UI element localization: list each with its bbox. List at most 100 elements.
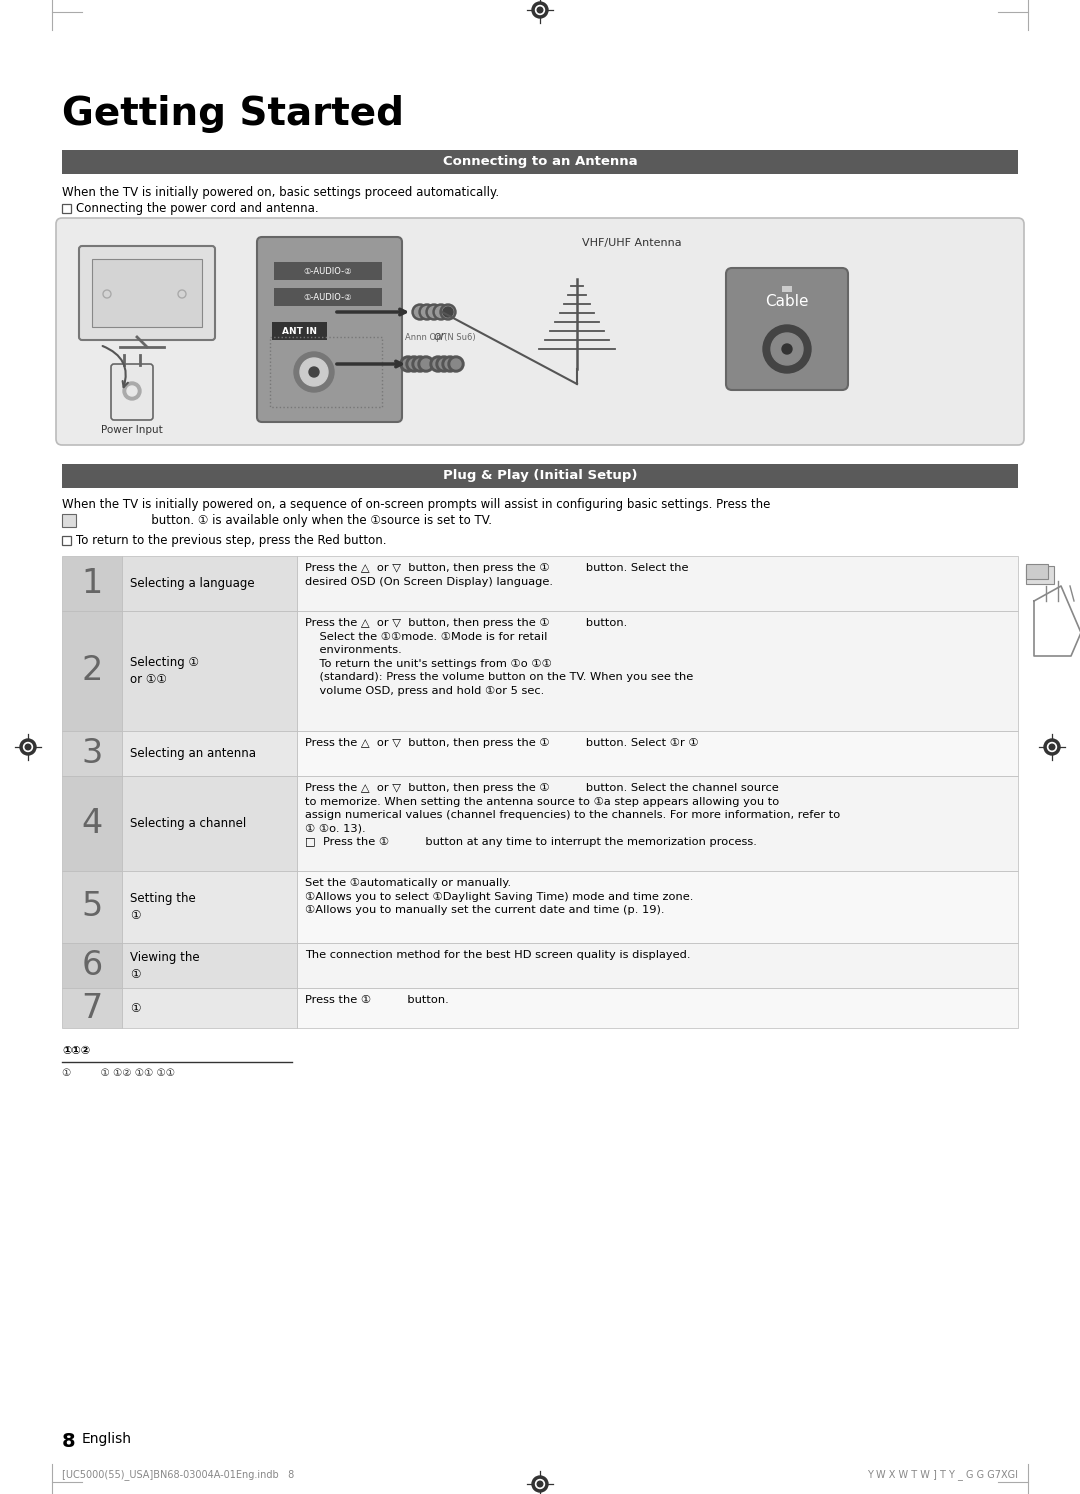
- Bar: [1026, 565, 1048, 580]
- Bar: [297, 943, 1018, 988]
- Text: Press the ①          button.: Press the ① button.: [305, 995, 449, 1005]
- Text: Annn Op (N Su6): Annn Op (N Su6): [405, 333, 475, 342]
- Circle shape: [1049, 744, 1055, 750]
- Text: ①         ① ①② ①① ①①: ① ① ①② ①① ①①: [62, 1068, 175, 1079]
- Text: ①: ①: [130, 1001, 140, 1014]
- Circle shape: [430, 356, 446, 372]
- Text: 4: 4: [81, 807, 103, 840]
- Circle shape: [409, 359, 419, 369]
- Text: Selecting a channel: Selecting a channel: [130, 817, 246, 831]
- Circle shape: [411, 356, 428, 372]
- Text: Press the △  or ▽  button, then press the ①          button. Select the
desired : Press the △ or ▽ button, then press the …: [305, 563, 689, 587]
- Circle shape: [536, 6, 544, 15]
- Text: Viewing the
①: Viewing the ①: [130, 950, 200, 980]
- Text: 1: 1: [81, 568, 103, 601]
- Text: English: English: [82, 1433, 132, 1446]
- Bar: [62, 514, 76, 527]
- Circle shape: [25, 744, 31, 750]
- Text: Press the △  or ▽  button, then press the ①          button. Select the channel : Press the △ or ▽ button, then press the …: [305, 783, 840, 847]
- FancyBboxPatch shape: [79, 247, 215, 341]
- Bar: [782, 285, 792, 291]
- Circle shape: [429, 306, 440, 318]
- Circle shape: [537, 1481, 543, 1487]
- Circle shape: [400, 356, 416, 372]
- Bar: [62, 205, 71, 214]
- Text: Press the △  or ▽  button, then press the ①          button. Select ①r ①: Press the △ or ▽ button, then press the …: [305, 738, 699, 748]
- Bar: [62, 611, 122, 731]
- Bar: [122, 556, 297, 611]
- FancyBboxPatch shape: [726, 267, 848, 390]
- Bar: [272, 323, 327, 341]
- Bar: [122, 731, 297, 775]
- Bar: [297, 871, 1018, 943]
- Text: 5: 5: [81, 890, 103, 923]
- Circle shape: [438, 359, 449, 369]
- Circle shape: [418, 356, 434, 372]
- Text: VHF/UHF Antenna: VHF/UHF Antenna: [582, 238, 681, 248]
- Bar: [297, 731, 1018, 775]
- Text: Selecting a language: Selecting a language: [130, 577, 255, 590]
- Circle shape: [448, 356, 464, 372]
- Text: Selecting ①
or ①①: Selecting ① or ①①: [130, 656, 199, 686]
- Circle shape: [415, 306, 426, 318]
- Bar: [122, 988, 297, 1028]
- Text: The connection method for the best HD screen quality is displayed.: The connection method for the best HD sc…: [305, 950, 690, 961]
- Circle shape: [443, 306, 453, 317]
- Text: or: or: [434, 330, 446, 342]
- Text: button. ① is available only when the ①source is set to TV.: button. ① is available only when the ①so…: [80, 514, 492, 527]
- Circle shape: [415, 359, 426, 369]
- Text: Connecting to an Antenna: Connecting to an Antenna: [443, 155, 637, 169]
- Circle shape: [782, 344, 792, 354]
- Text: Cable: Cable: [766, 294, 809, 309]
- Text: Connecting the power cord and antenna.: Connecting the power cord and antenna.: [76, 202, 319, 215]
- Circle shape: [1048, 743, 1056, 751]
- Bar: [122, 943, 297, 988]
- Bar: [122, 611, 297, 731]
- Circle shape: [127, 385, 137, 396]
- Circle shape: [433, 359, 443, 369]
- Bar: [62, 556, 122, 611]
- Circle shape: [403, 359, 413, 369]
- Text: Y W X W T W ] T Y _ G G G7XGI: Y W X W T W ] T Y _ G G G7XGI: [867, 1470, 1018, 1481]
- Text: 2: 2: [81, 654, 103, 687]
- Circle shape: [762, 326, 811, 374]
- Circle shape: [1044, 740, 1059, 754]
- Circle shape: [411, 303, 428, 320]
- FancyBboxPatch shape: [56, 218, 1024, 445]
- Bar: [62, 731, 122, 775]
- Text: Set the ①automatically or manually.
①Allows you to select ①Daylight Saving Time): Set the ①automatically or manually. ①All…: [305, 878, 693, 916]
- Bar: [122, 871, 297, 943]
- Text: [UC5000(55)_USA]BN68-03004A-01Eng.indb   8: [UC5000(55)_USA]BN68-03004A-01Eng.indb 8: [62, 1470, 294, 1481]
- Bar: [62, 775, 122, 871]
- Bar: [62, 871, 122, 943]
- Text: Setting the
①: Setting the ①: [130, 892, 195, 922]
- Text: 6: 6: [81, 949, 103, 982]
- Circle shape: [440, 303, 456, 320]
- Circle shape: [294, 353, 334, 391]
- Circle shape: [771, 333, 804, 365]
- Circle shape: [421, 306, 432, 318]
- Bar: [297, 988, 1018, 1028]
- Text: ①-AUDIO-②: ①-AUDIO-②: [303, 266, 352, 275]
- Text: ①-AUDIO-②: ①-AUDIO-②: [303, 293, 352, 302]
- Circle shape: [451, 359, 461, 369]
- Bar: [274, 288, 382, 306]
- Circle shape: [443, 306, 454, 318]
- Circle shape: [536, 1479, 544, 1488]
- Circle shape: [419, 303, 435, 320]
- Text: To return to the previous step, press the Red button.: To return to the previous step, press th…: [76, 533, 387, 547]
- Text: 7: 7: [81, 992, 103, 1025]
- Text: Getting Started: Getting Started: [62, 96, 404, 133]
- Bar: [274, 261, 382, 279]
- Circle shape: [435, 306, 446, 318]
- FancyBboxPatch shape: [257, 238, 402, 421]
- Circle shape: [406, 356, 422, 372]
- Bar: [297, 556, 1018, 611]
- Circle shape: [123, 382, 141, 400]
- Text: Selecting an antenna: Selecting an antenna: [130, 747, 256, 760]
- Text: Press the △  or ▽  button, then press the ①          button.
    Select the ①①mo: Press the △ or ▽ button, then press the …: [305, 619, 693, 696]
- Circle shape: [309, 368, 319, 376]
- Text: ①①②: ①①②: [62, 1046, 90, 1056]
- Text: 8: 8: [62, 1433, 76, 1451]
- Circle shape: [300, 359, 328, 385]
